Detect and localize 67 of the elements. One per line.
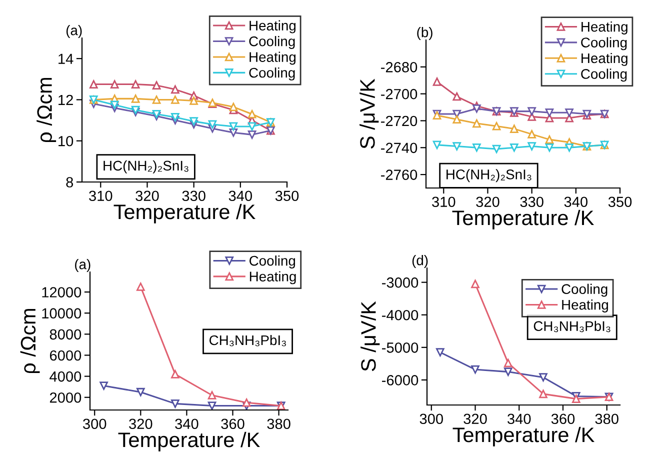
annotation: HC(NH₂)₂SnI₃	[104, 160, 188, 174]
legend-label: Heating	[250, 271, 296, 284]
legend-label: Cooling	[581, 68, 627, 82]
y-tick-label: -2700	[381, 88, 418, 100]
x-tick-label: 320	[136, 190, 159, 202]
y-tick-label: -5000	[382, 342, 418, 353]
y-tick-label: 8	[66, 177, 74, 188]
y-tick-label: -2720	[381, 116, 418, 126]
y-axis-title: ρ /Ωcm	[20, 308, 40, 374]
legend-label: Heating	[582, 52, 628, 66]
x-axis-title: Temperature /K	[452, 426, 594, 446]
legend-label: Heating	[562, 300, 608, 312]
legend-label: Cooling	[249, 36, 295, 49]
legend-label: Heating	[250, 52, 296, 65]
x-tick-label: 350	[275, 190, 299, 202]
y-tick-label: 12	[58, 94, 73, 105]
legend-label: Heating	[582, 22, 628, 34]
annotation: HC(NH₂)₂SnI₃	[446, 169, 532, 182]
y-tick-label: -4000	[382, 310, 418, 320]
x-tick-label: 340	[175, 418, 198, 430]
x-tick-label: 350	[608, 196, 632, 208]
y-tick-label: 14	[58, 54, 74, 64]
y-tick-label: 10000	[42, 308, 82, 319]
x-tick-label: 360	[551, 414, 575, 424]
x-tick-label: 310	[89, 190, 112, 202]
x-tick-label: 330	[182, 190, 206, 202]
text: (b)	[417, 27, 432, 40]
x-tick-label: 380	[595, 414, 618, 424]
x-tick-label: 340	[564, 196, 588, 208]
x-axis-title: Temperature /K	[452, 210, 594, 230]
y-tick-label: 8000	[50, 329, 82, 340]
x-tick-label: 320	[464, 414, 487, 424]
y-axis-title: S /μV/K	[360, 301, 380, 372]
text: (a)	[75, 259, 90, 272]
y-axis-title: ρ /Ωcm	[36, 78, 56, 142]
x-axis-title: Temperature /K	[114, 204, 256, 224]
x-tick-label: 300	[82, 418, 106, 430]
x-tick-label: 330	[520, 196, 544, 208]
x-tick-label: 360	[221, 418, 244, 430]
y-tick-label: 12000	[42, 287, 82, 298]
text: (a)	[66, 25, 82, 38]
legend-label: Cooling	[562, 284, 608, 297]
y-tick-label: -2760	[381, 170, 418, 180]
x-tick-label: 310	[432, 196, 456, 208]
y-axis-title: S /μV/K	[360, 78, 379, 149]
x-tick-label: 380	[267, 418, 290, 430]
legend-label: Heating	[250, 20, 296, 34]
x-tick-label: 340	[228, 190, 252, 202]
legend-label: Cooling	[581, 37, 627, 50]
y-tick-label: -6000	[382, 375, 418, 386]
x-tick-label: 320	[129, 418, 152, 430]
y-tick-label: 4000	[50, 371, 82, 382]
legend-label: Cooling	[249, 67, 295, 80]
y-tick-label: 2000	[50, 392, 82, 403]
y-tick-label: 10	[58, 136, 74, 146]
text: (d)	[412, 255, 428, 268]
y-tick-label: -2740	[381, 142, 418, 154]
x-tick-label: 340	[508, 414, 531, 424]
x-axis-title: Temperature /K	[118, 432, 260, 452]
y-tick-label: 6000	[50, 350, 82, 361]
annotation: CH₃NH₃PbI₃	[210, 334, 286, 346]
legend-label: Cooling	[250, 256, 296, 268]
y-tick-label: -2680	[381, 62, 418, 72]
y-tick-label: -3000	[382, 277, 418, 288]
x-tick-label: 300	[420, 414, 443, 424]
annotation: CH₃NH₃PbI₃	[534, 320, 610, 332]
x-tick-label: 320	[476, 196, 500, 208]
